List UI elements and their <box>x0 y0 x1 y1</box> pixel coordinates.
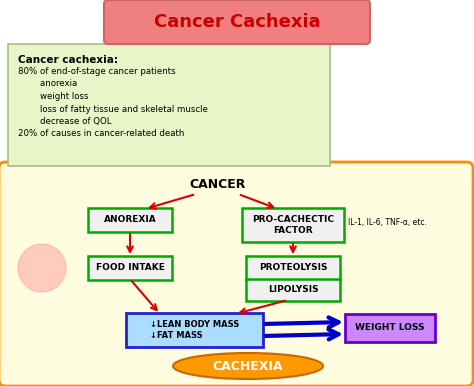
FancyBboxPatch shape <box>88 208 172 232</box>
FancyBboxPatch shape <box>0 162 473 386</box>
FancyBboxPatch shape <box>345 314 435 342</box>
Text: PROTEOLYSIS: PROTEOLYSIS <box>259 264 327 273</box>
Text: Cancer Cachexia: Cancer Cachexia <box>154 13 320 31</box>
Text: 80% of end-of-stage cancer patients
        anorexia
        weight loss
       : 80% of end-of-stage cancer patients anor… <box>18 67 208 139</box>
Text: IL-1, IL-6, TNF-α, etc.: IL-1, IL-6, TNF-α, etc. <box>348 217 427 227</box>
Text: WEIGHT LOSS: WEIGHT LOSS <box>355 323 425 332</box>
FancyBboxPatch shape <box>104 0 370 44</box>
Text: ↓LEAN BODY MASS
↓FAT MASS: ↓LEAN BODY MASS ↓FAT MASS <box>150 320 240 340</box>
FancyBboxPatch shape <box>8 44 330 166</box>
Text: PRO-CACHECTIC
FACTOR: PRO-CACHECTIC FACTOR <box>252 215 334 235</box>
FancyBboxPatch shape <box>246 279 340 301</box>
Text: CACHEXIA: CACHEXIA <box>213 359 283 372</box>
Text: FOOD INTAKE: FOOD INTAKE <box>96 264 164 273</box>
FancyBboxPatch shape <box>88 256 172 280</box>
Text: LIPOLYSIS: LIPOLYSIS <box>268 286 319 295</box>
Text: Cancer cachexia:: Cancer cachexia: <box>18 55 118 65</box>
FancyBboxPatch shape <box>246 256 340 280</box>
Text: ANOREXIA: ANOREXIA <box>104 215 156 225</box>
Text: CANCER: CANCER <box>190 178 246 191</box>
FancyBboxPatch shape <box>127 313 264 347</box>
FancyBboxPatch shape <box>242 208 344 242</box>
Circle shape <box>18 244 66 292</box>
Ellipse shape <box>173 353 323 379</box>
